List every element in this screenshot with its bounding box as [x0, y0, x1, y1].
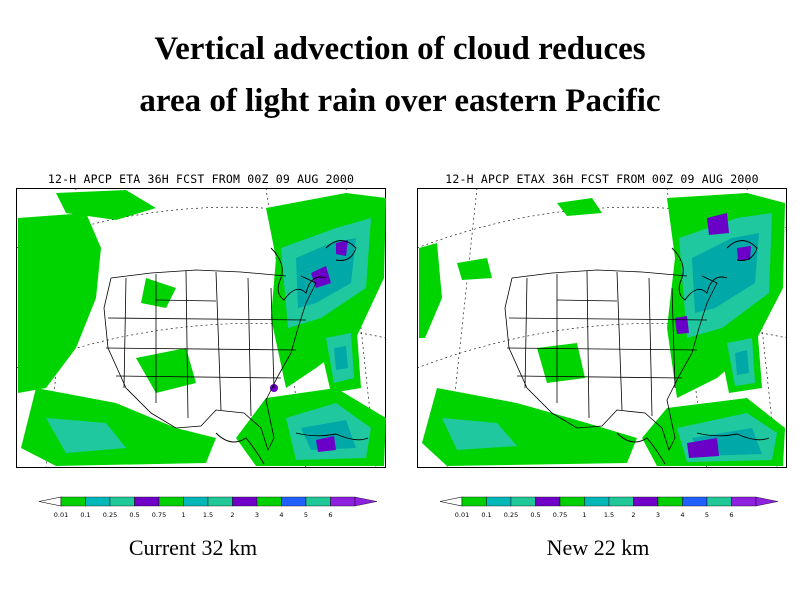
- colorbar-tick-label: 1.5: [604, 511, 614, 519]
- colorbar-segment: [510, 496, 536, 507]
- colorbar-tick-label: 0.25: [504, 511, 518, 519]
- caption-current: Current 32 km: [128, 535, 258, 560]
- colorbar-segment: [584, 496, 610, 507]
- colorbar-tick-label: 0.1: [80, 511, 90, 519]
- colorbar-segment: [608, 496, 634, 507]
- colorbar-tick-label: 6: [729, 511, 733, 519]
- colorbar-tick-label: 1: [582, 511, 586, 519]
- precip-map-new: [417, 188, 787, 468]
- map-title-current: 12-H APCP ETA 36H FCST FROM 00Z 09 AUG 2…: [47, 172, 355, 186]
- colorbar-segment: [207, 496, 233, 507]
- colorbar-segment: [682, 496, 708, 507]
- colorbar-tick-label: 0.5: [129, 511, 139, 519]
- panel-new: 12-H APCP ETAX 36H FCST FROM 00Z 09 AUG …: [417, 172, 787, 531]
- colorbar-segment: [109, 496, 135, 507]
- colorbar-low-arrow: [439, 496, 463, 507]
- colorbar-tick-label: 0.01: [54, 511, 68, 519]
- colorbar-tick-label: 6: [328, 511, 332, 519]
- state-boundaries: [103, 269, 317, 452]
- colorbar-tick-label: 0.1: [481, 511, 491, 519]
- colorbar-tick-label: 3: [656, 511, 660, 519]
- precip-map-current: [16, 188, 386, 468]
- colorbar-segment: [330, 496, 356, 507]
- colorbar-high-arrow: [755, 496, 779, 507]
- colorbar-tick-label: 2: [631, 511, 635, 519]
- precip-color-bar-new: 0.01 0.1 0.25 0.5 0.75 1 1.5 2 3 4 5 6: [439, 496, 779, 519]
- colorbar-tick-label: 1: [181, 511, 185, 519]
- colorbar-segment: [85, 496, 111, 507]
- colorbar-segment: [633, 496, 659, 507]
- slide-title-line-1: Vertical advection of cloud reduces: [154, 31, 646, 67]
- colorbar-tick-label: 0.01: [455, 511, 469, 519]
- rain-max-areas: [675, 213, 751, 458]
- colorbar-tick-label: 4: [680, 511, 684, 519]
- colorbar-segment: [731, 496, 757, 507]
- colorbar-tick-label: 0.5: [530, 511, 540, 519]
- colorbar-segment: [559, 496, 585, 507]
- colorbar-tick-label: 5: [304, 511, 308, 519]
- colorbar-tick-label: 3: [255, 511, 259, 519]
- colorbar-segment: [232, 496, 258, 507]
- coastlines: [215, 240, 369, 465]
- panel-current: 12-H APCP ETA 36H FCST FROM 00Z 09 AUG 2…: [16, 172, 386, 531]
- colorbar-segment: [535, 496, 561, 507]
- colorbar-tick-label: 0.75: [553, 511, 567, 519]
- colorbar-low-arrow: [38, 496, 62, 507]
- colorbar-tick-label: 5: [705, 511, 709, 519]
- colorbar-segment: [461, 496, 487, 507]
- colorbar-tick-label: 2: [230, 511, 234, 519]
- colorbar-segment: [158, 496, 184, 507]
- state-boundaries: [504, 269, 718, 452]
- colorbar-segment: [305, 496, 331, 507]
- colorbar-tick-label: 1.5: [203, 511, 213, 519]
- colorbar-segment: [60, 496, 86, 507]
- colorbar-high-arrow: [354, 496, 378, 507]
- colorbar-tick-label: 0.25: [103, 511, 117, 519]
- colorbar-segment: [134, 496, 160, 507]
- colorbar-segment: [183, 496, 209, 507]
- colorbar-segment: [486, 496, 512, 507]
- slide-title-line-2: area of light rain over eastern Pacific: [139, 83, 661, 119]
- colorbar-segment: [706, 496, 732, 507]
- precip-color-bar-current: 0.01 0.1 0.25 0.5 0.75 1 1.5 2 3 4 5 6: [38, 496, 378, 519]
- colorbar-segment: [281, 496, 307, 507]
- colorbar-tick-label: 0.75: [152, 511, 166, 519]
- colorbar-segment: [657, 496, 683, 507]
- coastlines: [616, 240, 770, 465]
- colorbar-tick-label: 4: [279, 511, 283, 519]
- map-title-new: 12-H APCP ETAX 36H FCST FROM 00Z 09 AUG …: [445, 172, 759, 186]
- caption-new: New 22 km: [546, 535, 650, 560]
- colorbar-segment: [256, 496, 282, 507]
